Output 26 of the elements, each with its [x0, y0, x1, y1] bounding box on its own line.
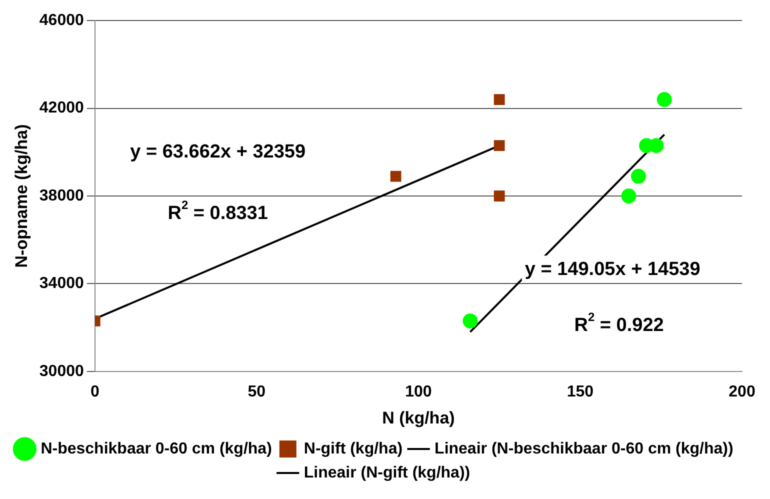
y-tick-label: 42000 [39, 100, 84, 117]
legend-label: Lineair (N-beschikbaar 0-60 cm (kg/ha)) [434, 440, 734, 458]
y-axis-title: N-opname (kg/ha) [12, 124, 31, 268]
x-tick-label: 50 [248, 383, 266, 400]
x-tick-label: 0 [90, 383, 100, 400]
y-tick-label: 34000 [39, 275, 84, 292]
y-tick-label: 46000 [39, 12, 84, 30]
point [630, 168, 646, 184]
legend-label: N-beschikbaar 0-60 cm (kg/ha) [40, 440, 272, 458]
legend-label: N-gift (kg/ha) [304, 440, 403, 458]
x-tick-label: 200 [728, 383, 756, 400]
point [494, 94, 505, 105]
x-axis-title: N (kg/ha) [382, 408, 455, 428]
annotation: y = 63.662x + 32359 [130, 141, 306, 162]
y-tick-label: 38000 [39, 187, 84, 204]
point [656, 92, 672, 108]
point [494, 190, 505, 202]
point [462, 313, 478, 328]
x-tick-label: 150 [566, 383, 594, 400]
point [621, 188, 636, 204]
y-tick-label: 30000 [39, 362, 84, 380]
point [390, 170, 402, 182]
legend-label: Lineair (N-gift (kg/ha)) [304, 464, 470, 482]
point [494, 140, 505, 152]
annotation: y = 149.05x + 14539 [524, 258, 700, 280]
x-tick-label: 100 [405, 383, 432, 400]
